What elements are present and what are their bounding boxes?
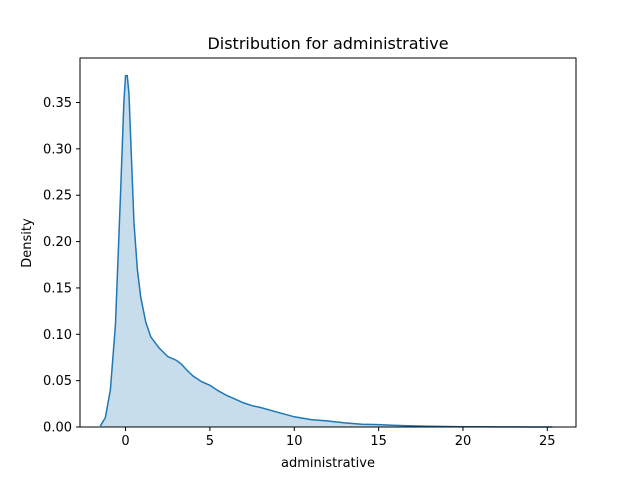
density-line [99,74,553,428]
x-axis-ticks: 0 5 10 15 20 25 [121,427,556,449]
y-tick-label: 0.05 [43,374,72,389]
y-tick-label: 0.00 [43,421,72,436]
y-axis-label: Density [20,218,35,268]
y-tick-label: 0.35 [43,96,72,111]
x-tick-label: 5 [206,434,214,449]
plot-frame [79,57,577,428]
x-tick-label: 25 [539,434,556,449]
y-axis-ticks: 0.00 0.05 0.10 0.15 0.20 0.25 0.30 0.35 [43,96,80,436]
y-tick-label: 0.30 [43,142,72,157]
x-tick-label: 0 [121,434,129,449]
y-tick-label: 0.20 [43,235,72,250]
y-tick-label: 0.15 [43,281,72,296]
x-tick-label: 15 [370,434,387,449]
plot-area [79,57,577,428]
y-tick-label: 0.25 [43,189,72,204]
x-tick-label: 10 [286,434,303,449]
x-axis-label: administrative [281,456,375,471]
chart-title: Distribution for administrative [207,34,448,53]
y-tick-label: 0.10 [43,328,72,343]
density-area-fill [100,75,553,428]
x-tick-label: 20 [455,434,472,449]
